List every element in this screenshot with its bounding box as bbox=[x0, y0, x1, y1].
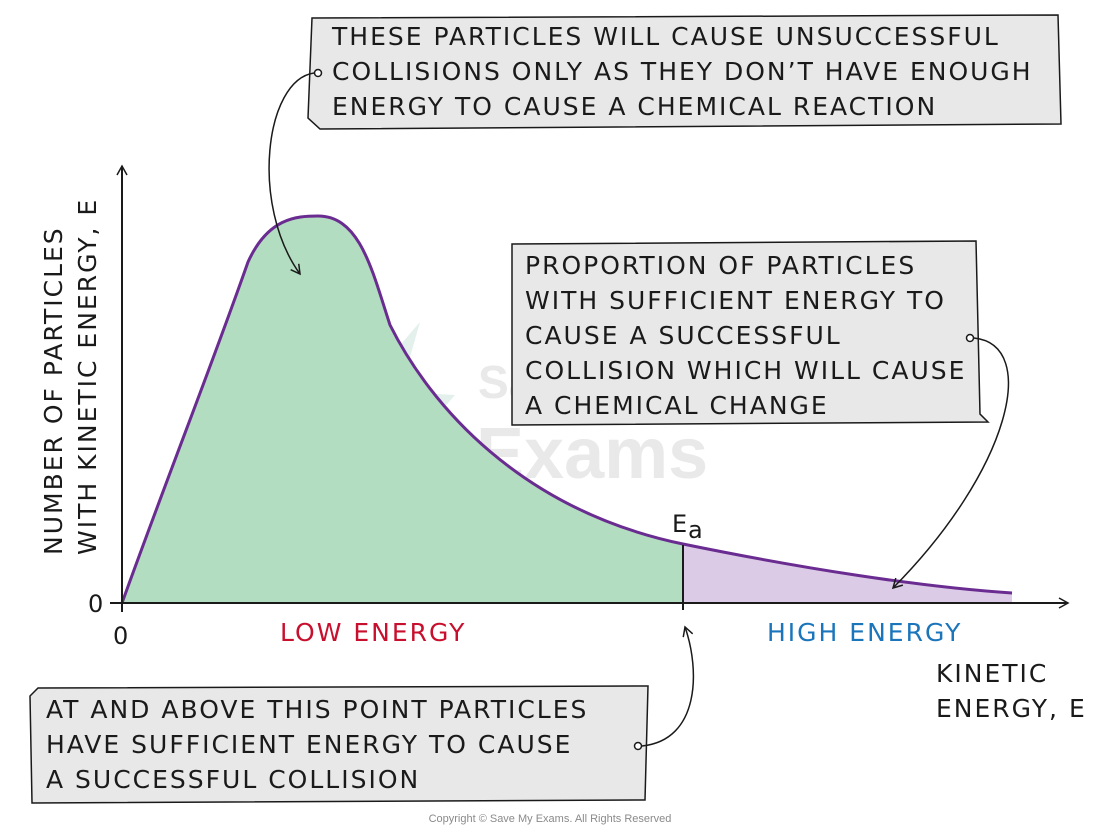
right-box-line-2: WITH SUFFICIENT ENERGY TO bbox=[525, 286, 946, 315]
high-energy-region bbox=[683, 544, 1012, 603]
low-energy-label: LOW ENERGY bbox=[280, 618, 466, 647]
x-axis-label-line-1: KINETIC bbox=[936, 659, 1048, 688]
top-box-pointer-arrow bbox=[268, 72, 315, 276]
distribution-curve bbox=[120, 214, 1013, 604]
top-box-line-3: ENERGY TO CAUSE A CHEMICAL REACTION bbox=[332, 92, 937, 121]
y-axis-label-line-2: WITH KINETIC ENERGY, E bbox=[73, 198, 102, 555]
y-zero-label: 0 bbox=[88, 590, 103, 618]
right-box-line-1: PROPORTION OF PARTICLES bbox=[525, 251, 916, 280]
bottom-box-line-2: HAVE SUFFICIENT ENERGY TO CAUSE bbox=[46, 730, 572, 759]
bottom-box-line-1: AT AND ABOVE THIS POINT PARTICLES bbox=[46, 695, 588, 724]
bottom-box-line-3: A SUCCESSFUL COLLISION bbox=[46, 765, 420, 794]
right-box-pointer-arrow bbox=[891, 337, 1010, 590]
right-annotation-box: PROPORTION OF PARTICLES WITH SUFFICIENT … bbox=[511, 240, 990, 426]
y-axis-label-line-1: NUMBER OF PARTICLES bbox=[39, 226, 68, 555]
low-energy-region bbox=[122, 216, 683, 603]
activation-energy-label: E a bbox=[672, 510, 703, 544]
right-box-line-5: A CHEMICAL CHANGE bbox=[525, 391, 829, 420]
right-box-line-4: COLLISION WHICH WILL CAUSE bbox=[525, 356, 966, 385]
top-box-line-1: THESE PARTICLES WILL CAUSE UNSUCCESSFUL bbox=[331, 22, 1000, 51]
x-zero-label: 0 bbox=[113, 622, 128, 650]
x-axis-label-line-2: ENERGY, E bbox=[936, 694, 1087, 723]
high-energy-label: HIGH ENERGY bbox=[767, 618, 962, 647]
right-box-pointer-dot bbox=[965, 333, 975, 343]
bottom-box-pointer-arrow bbox=[641, 625, 695, 747]
top-box-line-2: COLLISIONS ONLY AS THEY DON’T HAVE ENOUG… bbox=[332, 57, 1033, 86]
top-annotation-box: THESE PARTICLES WILL CAUSE UNSUCCESSFUL … bbox=[307, 14, 1062, 130]
bottom-box-pointer-dot bbox=[633, 741, 643, 751]
top-box-pointer-dot bbox=[313, 68, 323, 78]
copyright-footer: Copyright © Save My Exams. All Rights Re… bbox=[429, 813, 672, 825]
bottom-annotation-box: AT AND ABOVE THIS POINT PARTICLES HAVE S… bbox=[29, 685, 649, 804]
y-axis-label: NUMBER OF PARTICLES WITH KINETIC ENERGY,… bbox=[39, 198, 102, 555]
ea-main: E bbox=[672, 510, 687, 538]
right-box-line-3: CAUSE A SUCCESSFUL bbox=[525, 321, 842, 350]
ea-sub: a bbox=[688, 516, 703, 544]
